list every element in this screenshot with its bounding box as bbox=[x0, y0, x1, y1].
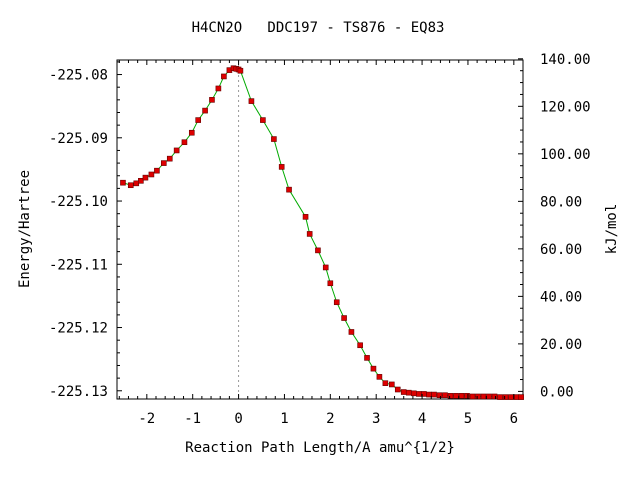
x-tick-label: 6 bbox=[510, 411, 518, 427]
data-point bbox=[508, 394, 514, 400]
data-point bbox=[166, 155, 173, 162]
y2-tick-label: 120.00 bbox=[540, 99, 591, 115]
data-point bbox=[286, 186, 292, 193]
data-point bbox=[513, 394, 520, 400]
x-tick-label: -1 bbox=[184, 411, 201, 427]
data-point bbox=[502, 394, 509, 400]
data-point bbox=[411, 390, 417, 397]
data-point bbox=[322, 264, 329, 271]
data-point bbox=[469, 393, 476, 400]
data-point bbox=[306, 231, 313, 237]
data-point bbox=[491, 393, 498, 400]
data-point bbox=[518, 394, 524, 400]
y2-tick-label: 80.00 bbox=[540, 194, 582, 210]
data-point bbox=[173, 147, 180, 154]
data-point bbox=[453, 393, 459, 399]
data-point bbox=[181, 139, 188, 146]
data-point bbox=[394, 386, 401, 393]
data-point bbox=[370, 365, 377, 372]
y-tick-label: -225.13 bbox=[49, 384, 108, 400]
energy-curve bbox=[122, 67, 522, 398]
data-point bbox=[202, 107, 208, 114]
data-point bbox=[188, 129, 195, 136]
data-point bbox=[431, 391, 437, 398]
data-point bbox=[138, 178, 144, 184]
y2-tick-label: 40.00 bbox=[540, 289, 582, 305]
data-point bbox=[278, 164, 285, 170]
data-point bbox=[248, 98, 255, 104]
data-point bbox=[127, 182, 134, 189]
x-tick-label: 0 bbox=[234, 411, 242, 427]
data-point bbox=[480, 393, 487, 400]
x-tick-label: -2 bbox=[138, 411, 155, 427]
data-point bbox=[348, 329, 355, 335]
data-point bbox=[341, 315, 347, 321]
data-point bbox=[154, 167, 160, 174]
y2-axis-label: kJ/mol bbox=[604, 204, 620, 255]
chart-title: H4CN2O DDC197 - TS876 - EQ83 bbox=[192, 20, 445, 36]
x-tick-label: 4 bbox=[418, 411, 426, 427]
data-point bbox=[475, 393, 481, 400]
data-point bbox=[260, 117, 266, 123]
x-axis-label: Reaction Path Length/A amu^{1/2} bbox=[185, 440, 455, 456]
y-tick-label: -225.11 bbox=[49, 257, 108, 273]
y-tick-label: -225.10 bbox=[49, 194, 108, 210]
x-tick-label: 5 bbox=[464, 411, 472, 427]
data-point bbox=[405, 389, 412, 396]
data-point bbox=[133, 180, 140, 187]
data-point bbox=[447, 393, 454, 399]
data-point bbox=[436, 392, 443, 399]
y2-tick-label: 100.00 bbox=[540, 147, 591, 163]
y-tick-label: -225.09 bbox=[49, 131, 108, 147]
data-point bbox=[486, 393, 492, 400]
y2-tick-label: 140.00 bbox=[540, 52, 591, 68]
data-point bbox=[426, 391, 432, 398]
data-point bbox=[464, 393, 470, 399]
y-axis-label: Energy/Hartree bbox=[17, 170, 33, 288]
y-tick-label: -225.08 bbox=[49, 68, 108, 84]
x-tick-label: 3 bbox=[372, 411, 380, 427]
data-point bbox=[364, 355, 370, 361]
y2-tick-label: 20.00 bbox=[540, 337, 582, 353]
data-point bbox=[400, 389, 407, 395]
data-point bbox=[160, 160, 167, 166]
data-point bbox=[271, 136, 277, 142]
data-point bbox=[382, 380, 389, 386]
data-point bbox=[209, 97, 215, 103]
data-point bbox=[315, 247, 321, 254]
data-point bbox=[357, 342, 363, 349]
y2-tick-label: 60.00 bbox=[540, 242, 582, 258]
plot-frame bbox=[116, 59, 524, 400]
data-point bbox=[376, 374, 383, 380]
data-point bbox=[215, 85, 222, 92]
data-point bbox=[416, 391, 422, 397]
y2-tick-label: 0.00 bbox=[540, 384, 574, 400]
data-point bbox=[302, 214, 309, 220]
data-point bbox=[221, 73, 227, 80]
data-point bbox=[327, 280, 334, 287]
data-point bbox=[142, 174, 149, 181]
data-point bbox=[458, 393, 465, 399]
data-point bbox=[497, 394, 503, 400]
data-point bbox=[388, 381, 395, 388]
data-point bbox=[442, 392, 448, 399]
y-tick-label: -225.12 bbox=[49, 321, 108, 337]
x-tick-label: 1 bbox=[280, 411, 288, 427]
data-point bbox=[333, 299, 340, 306]
data-point bbox=[237, 67, 244, 74]
data-point bbox=[148, 171, 155, 178]
data-point bbox=[195, 117, 201, 123]
x-tick-label: 2 bbox=[326, 411, 334, 427]
data-point bbox=[120, 179, 126, 186]
